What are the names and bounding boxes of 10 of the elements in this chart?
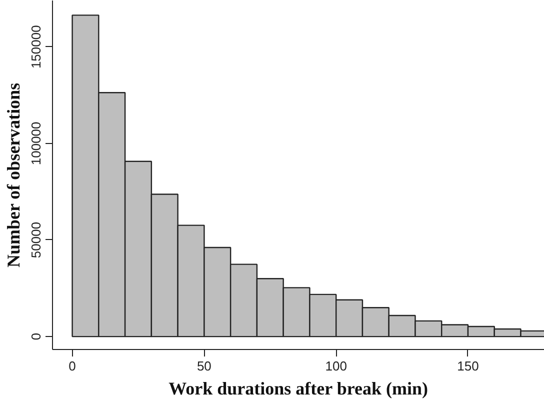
y-tick-label: 50000 <box>28 222 44 258</box>
y-tick-label: 0 <box>28 332 44 340</box>
y-axis-title: Number of observations <box>4 82 24 268</box>
x-axis-title: Work durations after break (min) <box>168 378 428 398</box>
x-tick-label: 150 <box>457 358 479 374</box>
x-tick-label: 0 <box>68 358 76 374</box>
x-tick-label: 100 <box>325 358 347 374</box>
y-tick-label: 150000 <box>28 25 44 69</box>
y-tick-label: 100000 <box>28 122 44 166</box>
x-tick-label: 50 <box>196 358 212 374</box>
